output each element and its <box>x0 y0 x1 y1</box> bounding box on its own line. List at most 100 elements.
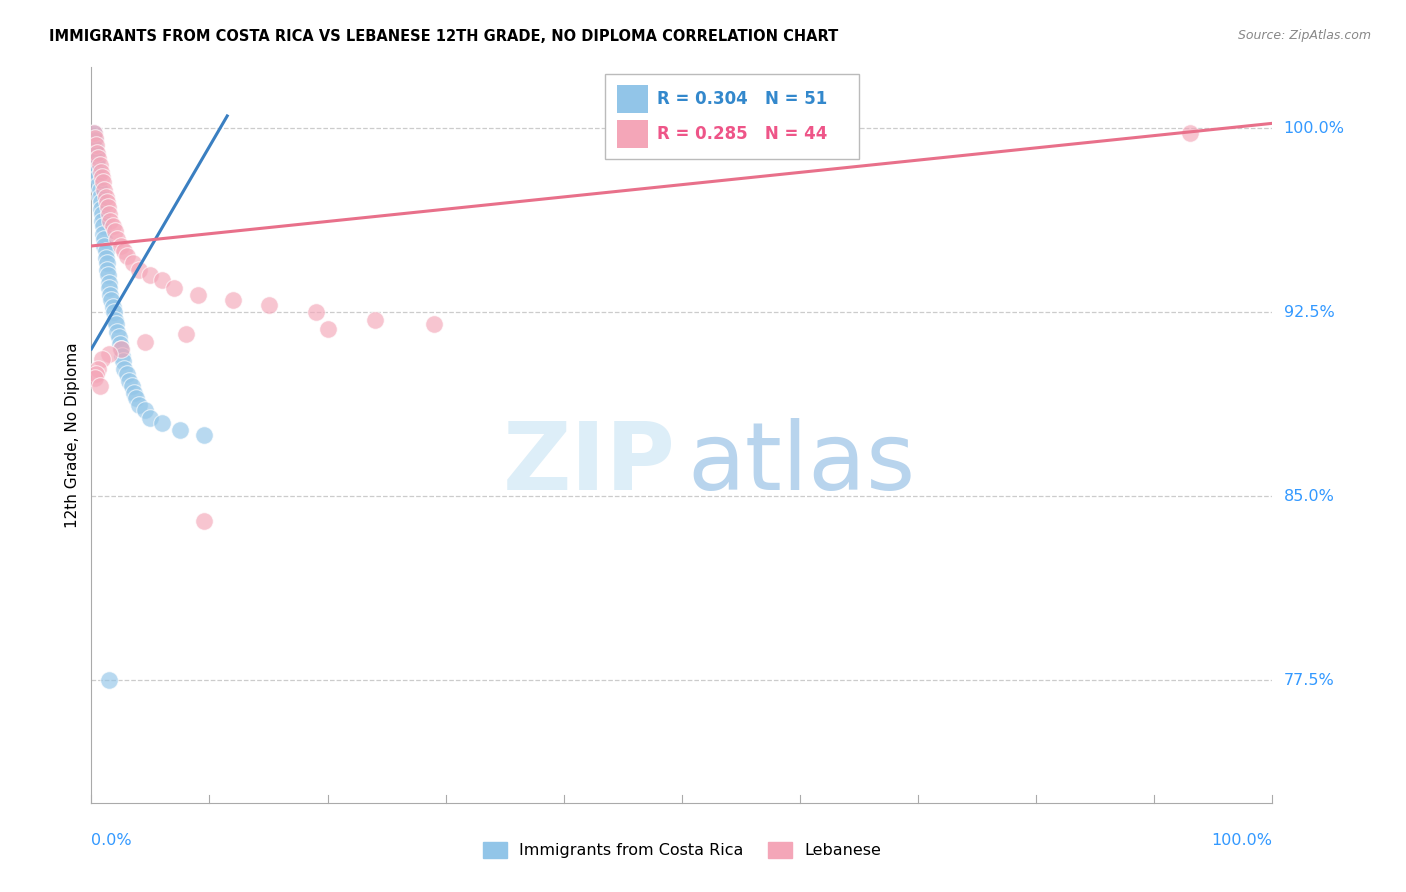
Point <box>83 126 105 140</box>
Point <box>96 263 118 277</box>
Text: 77.5%: 77.5% <box>1284 673 1334 688</box>
Bar <box>617 85 648 112</box>
Point <box>90 202 112 216</box>
FancyBboxPatch shape <box>605 74 859 159</box>
Point <box>118 374 141 388</box>
Text: R = 0.304   N = 51: R = 0.304 N = 51 <box>657 89 827 108</box>
Point <box>125 391 148 405</box>
Text: atlas: atlas <box>688 418 917 510</box>
Point <box>89 190 111 204</box>
Text: 92.5%: 92.5% <box>1284 305 1334 319</box>
Legend: Immigrants from Costa Rica, Lebanese: Immigrants from Costa Rica, Lebanese <box>477 836 887 864</box>
Point <box>128 398 150 412</box>
Text: 85.0%: 85.0% <box>1284 489 1334 504</box>
Point <box>90 165 112 179</box>
Point <box>121 378 143 392</box>
Point <box>84 133 107 147</box>
Point <box>91 351 114 366</box>
Point <box>139 410 162 425</box>
Bar <box>617 120 648 148</box>
Point <box>91 227 114 241</box>
Point <box>110 342 132 356</box>
Point <box>139 268 162 283</box>
Point <box>150 273 173 287</box>
Point <box>101 219 124 234</box>
Point <box>86 145 108 160</box>
Point <box>84 371 107 385</box>
Point <box>94 251 117 265</box>
Point <box>84 138 107 153</box>
Point <box>104 312 127 326</box>
Point <box>98 288 121 302</box>
Point <box>163 280 186 294</box>
Point <box>84 131 107 145</box>
Point <box>91 219 114 234</box>
Point <box>98 276 121 290</box>
Point <box>89 158 111 172</box>
Point <box>169 423 191 437</box>
Text: 0.0%: 0.0% <box>91 833 132 848</box>
Point <box>150 416 173 430</box>
Point <box>91 175 114 189</box>
Point <box>96 256 118 270</box>
Point <box>423 318 446 332</box>
Text: 100.0%: 100.0% <box>1212 833 1272 848</box>
Point <box>84 367 107 381</box>
Point <box>84 141 107 155</box>
Point <box>122 386 145 401</box>
Point <box>91 207 114 221</box>
Point <box>187 288 209 302</box>
Point <box>97 268 120 283</box>
Point <box>94 190 117 204</box>
Point <box>105 318 128 332</box>
Point <box>134 334 156 349</box>
Point <box>87 361 110 376</box>
Point <box>94 244 117 258</box>
Point <box>193 514 215 528</box>
Point <box>134 403 156 417</box>
Point <box>110 239 132 253</box>
Point <box>1178 126 1201 140</box>
Point <box>112 354 135 368</box>
Point <box>87 170 110 185</box>
Point <box>114 361 136 376</box>
Point <box>98 347 121 361</box>
Point <box>86 165 108 179</box>
Point <box>107 329 129 343</box>
Point <box>89 378 111 392</box>
Text: IMMIGRANTS FROM COSTA RICA VS LEBANESE 12TH GRADE, NO DIPLOMA CORRELATION CHART: IMMIGRANTS FROM COSTA RICA VS LEBANESE 1… <box>49 29 838 44</box>
Point <box>110 342 132 356</box>
Point <box>91 170 114 185</box>
Point <box>105 325 128 339</box>
Point <box>83 126 105 140</box>
Text: Source: ZipAtlas.com: Source: ZipAtlas.com <box>1237 29 1371 42</box>
Point <box>101 300 124 314</box>
Point <box>103 305 125 319</box>
Point <box>87 151 110 165</box>
Point <box>97 200 120 214</box>
Point <box>128 263 150 277</box>
Point <box>114 244 136 258</box>
Point <box>111 349 134 363</box>
Point <box>193 427 215 442</box>
Point <box>93 182 115 196</box>
Y-axis label: 12th Grade, No Diploma: 12th Grade, No Diploma <box>65 342 80 528</box>
Point <box>86 158 108 172</box>
Point <box>104 224 127 238</box>
Point <box>305 305 328 319</box>
Point <box>121 256 143 270</box>
Point <box>257 298 280 312</box>
Point <box>89 182 111 196</box>
Text: 100.0%: 100.0% <box>1284 120 1344 136</box>
Point <box>108 337 131 351</box>
Point <box>84 153 107 167</box>
Point <box>115 367 138 381</box>
Point <box>87 178 110 192</box>
Point <box>364 312 387 326</box>
Point <box>98 673 121 687</box>
Text: ZIP: ZIP <box>503 418 676 510</box>
Point <box>316 322 339 336</box>
Point <box>100 293 122 307</box>
Point <box>98 214 121 228</box>
Point <box>105 231 128 245</box>
